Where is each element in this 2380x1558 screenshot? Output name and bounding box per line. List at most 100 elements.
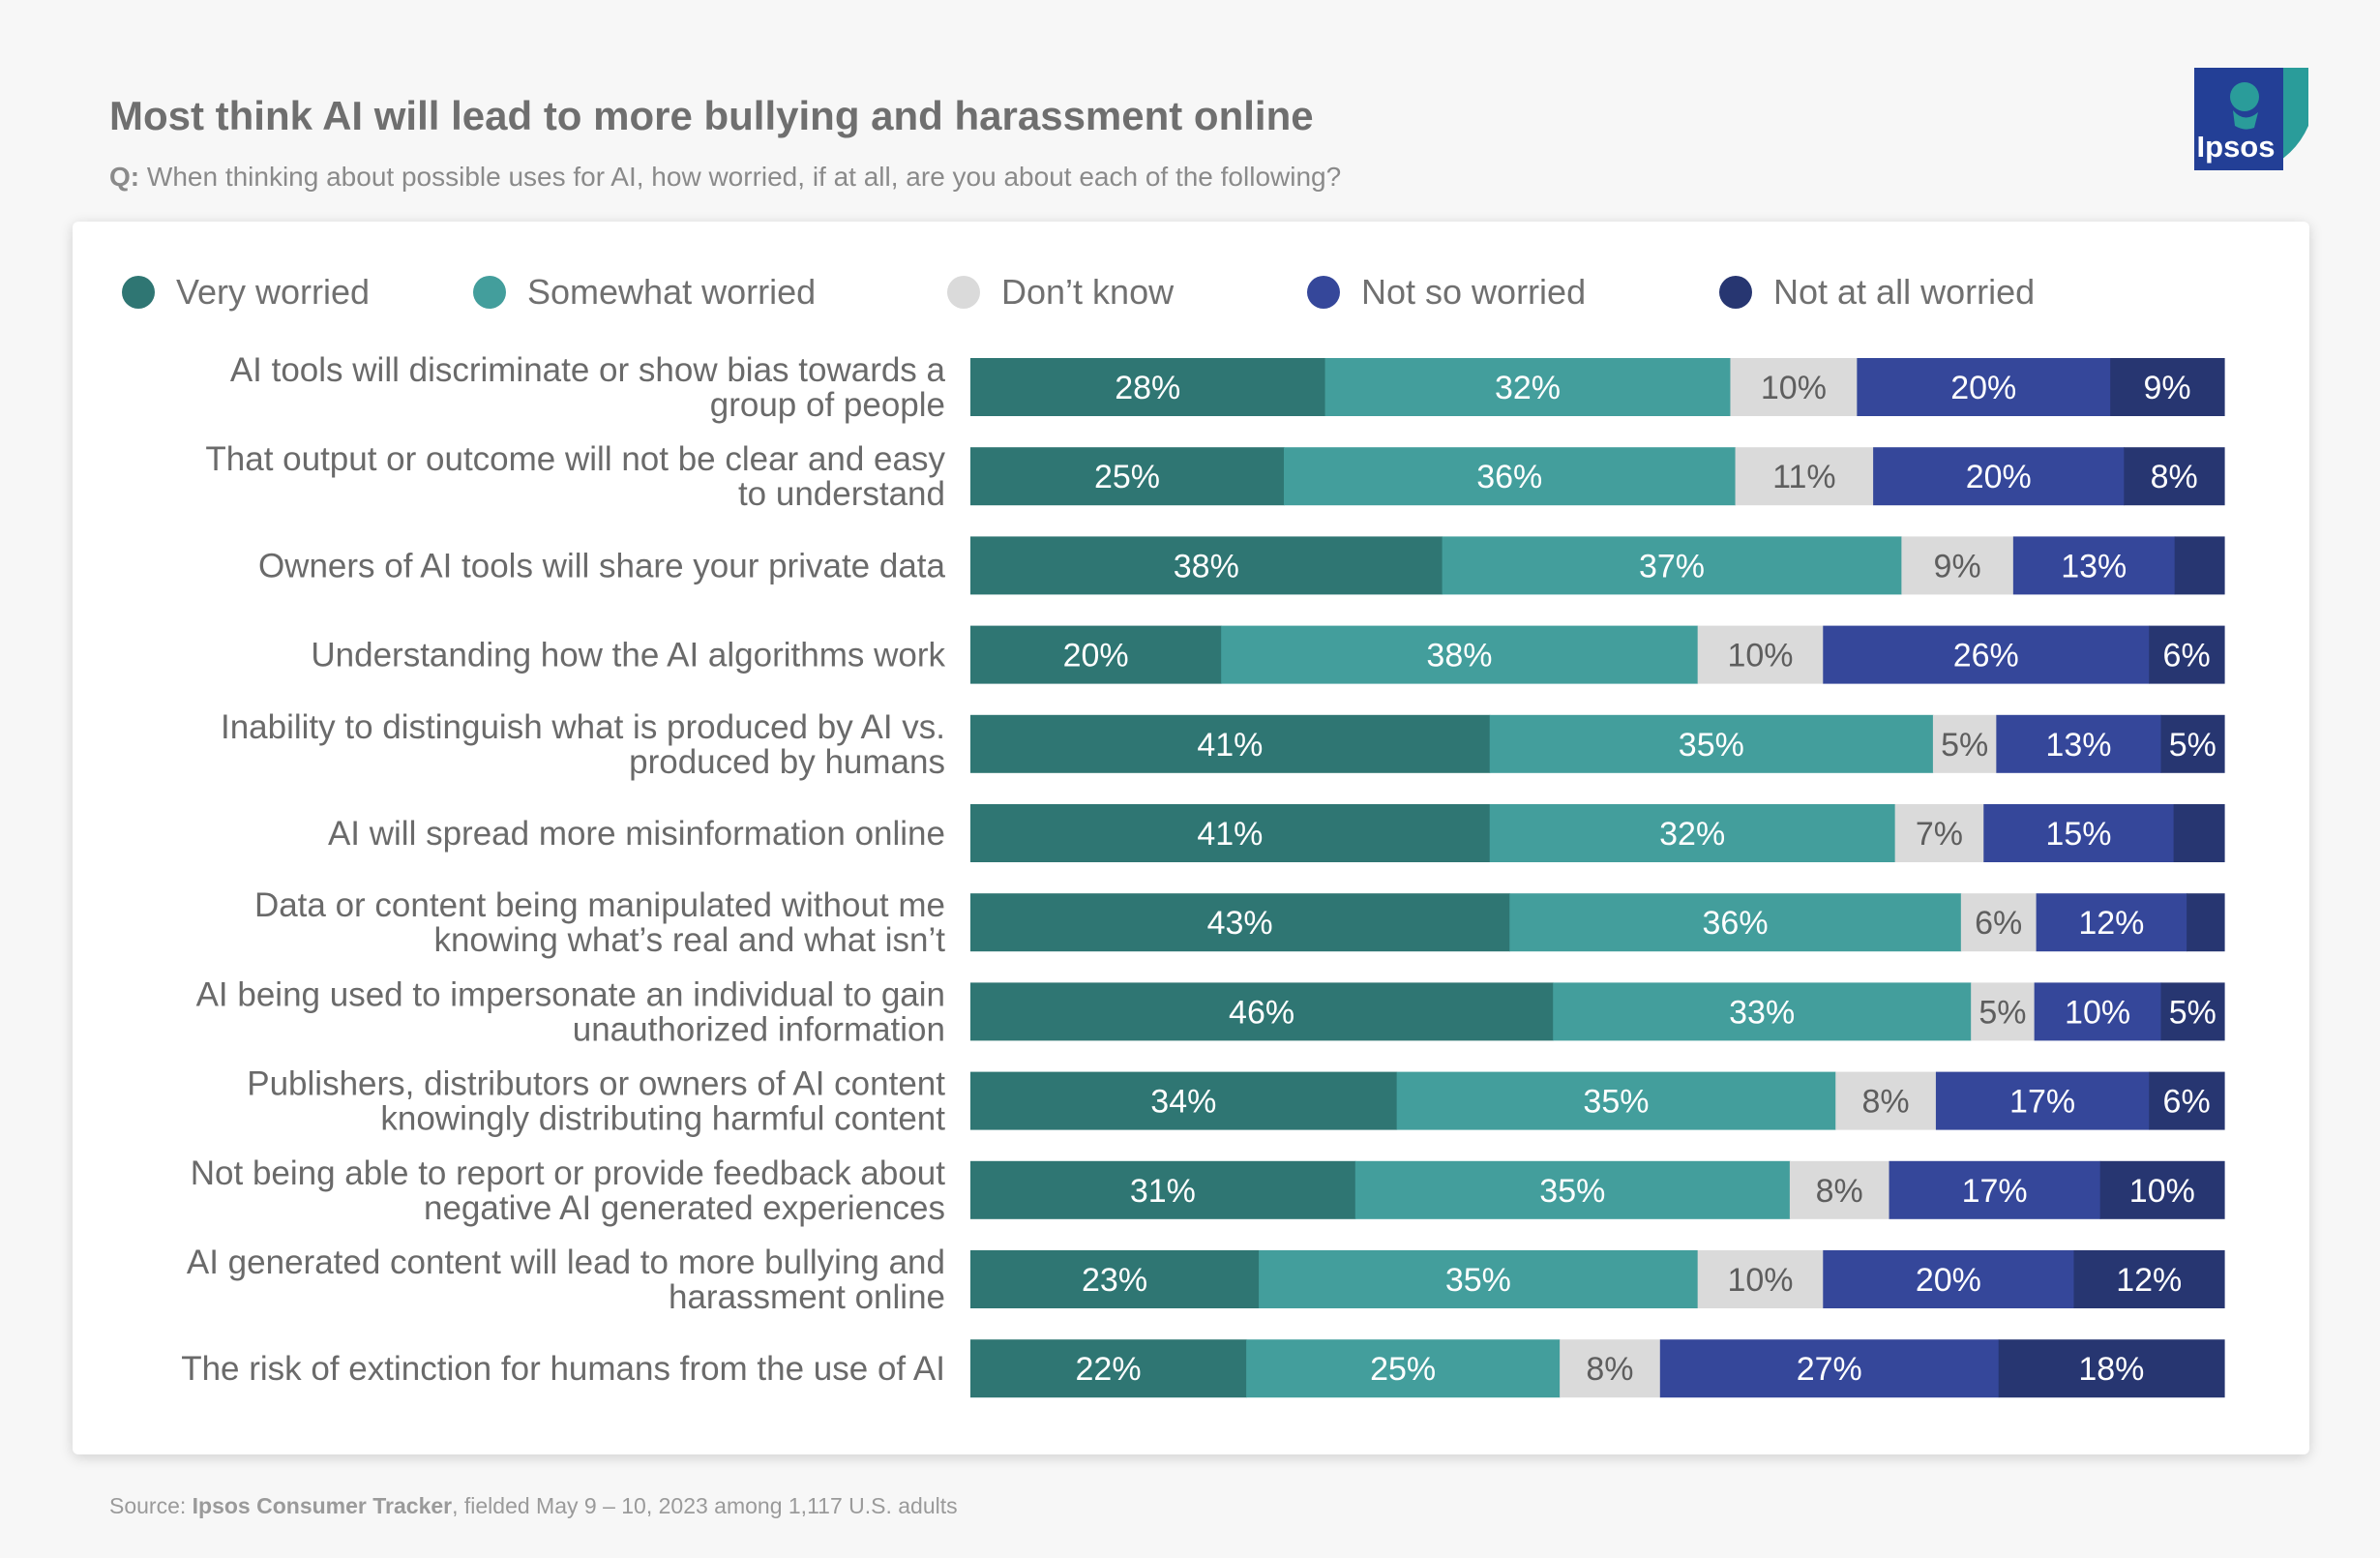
legend-item-not-at-all-worried: Not at all worried <box>1719 272 2035 313</box>
bar-segment-not-at-all-worried <box>2173 804 2225 862</box>
row-label-line: Owners of AI tools will share your priva… <box>258 547 946 584</box>
logo-head-mark <box>2230 82 2259 111</box>
bar-value-label: 25% <box>1094 459 1160 495</box>
stacked-bar-chart: AI tools will discriminate or show bias … <box>181 351 2225 1398</box>
survey-question: Q: When thinking about possible uses for… <box>109 162 1341 193</box>
bar-segment-somewhat-worried <box>1354 1160 1791 1219</box>
question-label: Q: <box>109 162 140 192</box>
bar-value-label: 43% <box>1207 905 1273 942</box>
bar-value-label: 36% <box>1476 459 1542 495</box>
legend-swatch <box>1307 276 1340 309</box>
row-label-line: Not being able to report or provide feed… <box>191 1154 946 1192</box>
bar-value-label: 10% <box>1761 370 1827 406</box>
bar-segment-not-at-all-worried <box>2099 1160 2225 1219</box>
source-prefix: Source: <box>109 1493 193 1518</box>
row-label-line: unauthorized information <box>573 1010 945 1048</box>
bar-value-label: 27% <box>1797 1351 1862 1388</box>
bar-value-label: 25% <box>1370 1351 1436 1388</box>
bar-value-label: 41% <box>1197 727 1263 764</box>
row-label: Not being able to report or provide feed… <box>191 1154 946 1227</box>
bar-segment-not-at-all-worried <box>2160 714 2225 773</box>
bar-value-label: 13% <box>2061 548 2127 584</box>
legend-swatch <box>947 276 980 309</box>
bar-segment-very-worried <box>970 804 1491 862</box>
legend-item-very-worried: Very worried <box>122 272 370 313</box>
row-label-line: to understand <box>738 475 945 513</box>
bar-segment-don-t-know <box>1960 893 2038 952</box>
row-label-line: AI tools will discriminate or show bias … <box>230 351 946 389</box>
row-label-line: Inability to distinguish what is produce… <box>221 708 945 746</box>
bar-segment-don-t-know <box>1560 1339 1661 1398</box>
bar-value-label: 38% <box>1174 548 1239 584</box>
bar-value-label: 10% <box>2065 994 2130 1031</box>
row-label: Data or content being manipulated withou… <box>254 886 945 959</box>
legend-item-not-so-worried: Not so worried <box>1307 272 1586 313</box>
bar-segment-not-at-all-worried <box>2149 625 2225 684</box>
bar-value-label: 13% <box>2045 727 2111 764</box>
row-label-line: harassment online <box>669 1278 945 1316</box>
row-label-line: knowing what’s real and what isn’t <box>433 921 945 959</box>
row-label: The risk of extinction for humans from t… <box>181 1350 945 1388</box>
row-label-line: Publishers, distributors or owners of AI… <box>247 1065 945 1103</box>
bar-value-label: 23% <box>1082 1262 1147 1299</box>
bar-segment-not-so-worried <box>2034 982 2162 1041</box>
bar-segment-don-t-know <box>1894 804 1984 862</box>
row-label-line: AI will spread more misinformation onlin… <box>328 815 945 853</box>
legend-swatch <box>473 276 506 309</box>
row-label-line: The risk of extinction for humans from t… <box>181 1350 945 1388</box>
bar-value-label: 17% <box>2009 1084 2075 1121</box>
row-label-line: negative AI generated experiences <box>424 1189 945 1227</box>
bar-segment-not-so-worried <box>1935 1071 2150 1130</box>
bar-segment-don-t-know <box>1932 714 1997 773</box>
bar-segment-don-t-know <box>1789 1160 1890 1219</box>
bar-segment-not-at-all-worried <box>1998 1339 2225 1398</box>
bar-segment-not-so-worried <box>1823 1250 2075 1308</box>
bar-value-label: 11% <box>1772 459 1836 495</box>
row-label-line: group of people <box>710 386 945 424</box>
bar-value-label: 32% <box>1495 370 1561 406</box>
legend-label: Not at all worried <box>1773 272 2036 312</box>
bar-value-label: 6% <box>1975 905 2022 942</box>
source-suffix: , fielded May 9 – 10, 2023 among 1,117 U… <box>452 1493 958 1518</box>
chart-card: Very worried Somewhat worried Don’t know… <box>73 222 2309 1454</box>
bar-value-label: 10% <box>2129 1173 2195 1210</box>
bar-value-label: 10% <box>1727 1262 1793 1299</box>
bar-segment-don-t-know <box>1971 982 2036 1041</box>
row-label-line: Understanding how the AI algorithms work <box>311 637 945 674</box>
legend-label: Don’t know <box>1001 272 1175 312</box>
bar-value-label: 26% <box>1953 638 2019 674</box>
legend-item-dont-know: Don’t know <box>947 272 1174 313</box>
legend-label: Very worried <box>176 272 371 312</box>
bar-value-label: 8% <box>1816 1173 1863 1210</box>
bar-value-label: 31% <box>1130 1173 1196 1210</box>
bar-value-label: 38% <box>1426 638 1492 674</box>
bar-value-label: 5% <box>1941 727 1988 764</box>
bar-value-label: 18% <box>2078 1351 2144 1388</box>
bar-segment-don-t-know <box>1697 1250 1824 1308</box>
bar-segment-not-so-worried <box>2036 893 2187 952</box>
bar-value-label: 12% <box>2078 905 2144 942</box>
row-label: Publishers, distributors or owners of AI… <box>247 1065 945 1138</box>
bar-value-label: 46% <box>1229 994 1294 1031</box>
bar-segment-very-worried <box>970 1071 1398 1130</box>
row-label: AI will spread more misinformation onlin… <box>328 815 945 853</box>
bar-segment-somewhat-worried <box>1489 714 1934 773</box>
bar-value-label: 35% <box>1679 727 1744 764</box>
bar-value-label: 9% <box>2144 370 2191 406</box>
bar-value-label: 9% <box>1934 548 1981 584</box>
bar-segment-very-worried <box>970 625 1222 684</box>
legend-label: Somewhat worried <box>527 272 817 312</box>
source-name: Ipsos Consumer Tracker <box>192 1493 453 1518</box>
bar-segment-not-at-all-worried <box>2187 893 2225 952</box>
bar-segment-not-so-worried <box>1983 804 2175 862</box>
ipsos-logo-icon: Ipsos <box>2194 68 2308 170</box>
bar-value-label: 35% <box>1583 1084 1649 1121</box>
bar-value-label: 8% <box>1586 1351 1633 1388</box>
bar-segment-not-at-all-worried <box>2110 358 2225 416</box>
bar-value-label: 28% <box>1115 370 1180 406</box>
bar-segment-somewhat-worried <box>1396 1071 1836 1130</box>
bar-value-label: 33% <box>1729 994 1795 1031</box>
bar-value-label: 6% <box>2163 638 2211 674</box>
row-label: AI tools will discriminate or show bias … <box>230 351 946 424</box>
bar-segment-very-worried <box>970 447 1285 506</box>
